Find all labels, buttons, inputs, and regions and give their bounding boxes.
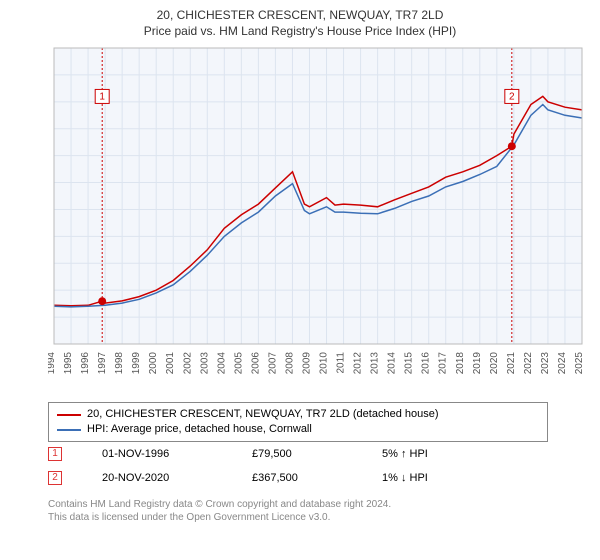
svg-text:2013: 2013 [370,352,381,375]
svg-text:2007: 2007 [267,352,278,375]
attribution-line: This data is licensed under the Open Gov… [48,511,568,524]
title-subtitle: Price paid vs. HM Land Registry's House … [0,24,600,38]
svg-text:2006: 2006 [250,352,261,375]
svg-text:1995: 1995 [63,352,74,375]
legend-label: HPI: Average price, detached house, Corn… [87,422,312,437]
marker-price: £367,500 [252,466,342,490]
svg-text:2022: 2022 [523,352,534,375]
legend-label: 20, CHICHESTER CRESCENT, NEWQUAY, TR7 2L… [87,407,439,422]
svg-text:2015: 2015 [404,352,415,375]
title-block: 20, CHICHESTER CRESCENT, NEWQUAY, TR7 2L… [0,0,600,38]
svg-text:2002: 2002 [182,352,193,375]
svg-text:2017: 2017 [438,352,449,375]
svg-text:2009: 2009 [301,352,312,375]
marker-price: £79,500 [252,442,342,466]
svg-text:2012: 2012 [353,352,364,375]
marker-row: 1 01-NOV-1996 £79,500 5% ↑ HPI [48,442,548,466]
marker-badge-icon: 2 [48,471,62,485]
legend: 20, CHICHESTER CRESCENT, NEWQUAY, TR7 2L… [48,402,548,442]
svg-text:2023: 2023 [540,352,551,375]
svg-text:2000: 2000 [148,352,159,375]
legend-swatch-icon [57,414,81,416]
legend-item: HPI: Average price, detached house, Corn… [57,422,539,437]
svg-text:1994: 1994 [48,352,57,375]
svg-text:1999: 1999 [131,352,142,375]
marker-date: 20-NOV-2020 [102,466,212,490]
svg-text:2008: 2008 [284,352,295,375]
svg-text:2019: 2019 [472,352,483,375]
attribution-line: Contains HM Land Registry data © Crown c… [48,498,568,511]
svg-text:2016: 2016 [421,352,432,375]
svg-text:1: 1 [99,91,105,102]
svg-text:2020: 2020 [489,352,500,375]
legend-swatch-icon [57,429,81,431]
chart-container: 20, CHICHESTER CRESCENT, NEWQUAY, TR7 2L… [0,0,600,560]
svg-text:2005: 2005 [233,352,244,375]
chart-svg: £0£50K£100K£150K£200K£250K£300K£350K£400… [48,44,588,389]
svg-text:2001: 2001 [165,352,176,375]
svg-text:2011: 2011 [336,352,347,374]
svg-text:2004: 2004 [216,352,227,375]
chart: £0£50K£100K£150K£200K£250K£300K£350K£400… [48,44,588,389]
marker-delta: 5% ↑ HPI [382,442,428,466]
svg-text:2010: 2010 [319,352,330,375]
svg-text:2003: 2003 [199,352,210,375]
legend-item: 20, CHICHESTER CRESCENT, NEWQUAY, TR7 2L… [57,407,539,422]
svg-text:2: 2 [509,91,515,102]
marker-row: 2 20-NOV-2020 £367,500 1% ↓ HPI [48,466,548,490]
attribution: Contains HM Land Registry data © Crown c… [48,498,568,524]
marker-badge-icon: 1 [48,447,62,461]
marker-table: 1 01-NOV-1996 £79,500 5% ↑ HPI 2 20-NOV-… [48,442,548,490]
svg-text:2021: 2021 [506,352,517,375]
title-address: 20, CHICHESTER CRESCENT, NEWQUAY, TR7 2L… [0,8,600,22]
svg-text:1996: 1996 [80,352,91,375]
svg-text:2024: 2024 [557,352,568,375]
svg-text:2025: 2025 [574,352,585,375]
svg-text:1998: 1998 [114,352,125,375]
marker-delta: 1% ↓ HPI [382,466,428,490]
svg-text:1997: 1997 [97,352,108,375]
svg-text:2014: 2014 [387,352,398,375]
marker-date: 01-NOV-1996 [102,442,212,466]
svg-text:2018: 2018 [455,352,466,375]
